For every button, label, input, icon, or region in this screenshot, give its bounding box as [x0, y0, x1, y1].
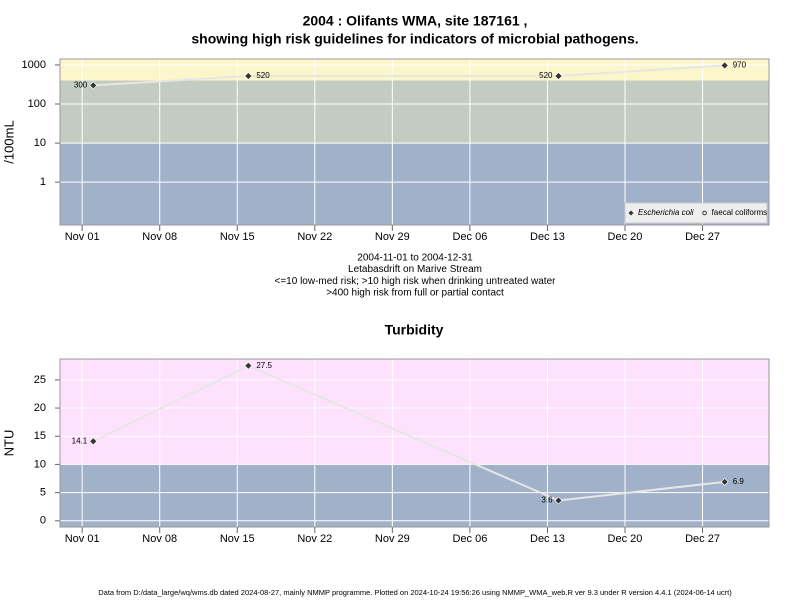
y-tick-label: 0	[40, 515, 46, 527]
x-tick-label: Dec 20	[608, 533, 643, 545]
x-tick-label: Dec 27	[685, 533, 720, 545]
legend: Escherichia coli faecal coliforms	[624, 202, 768, 224]
note: <=10 low-med risk; >10 high risk when dr…	[275, 276, 557, 287]
y-tick-label: 1000	[22, 59, 46, 71]
legend-label: faecal coliforms	[712, 208, 768, 217]
y-tick-label: 100	[28, 98, 46, 110]
chart-subtitle: showing high risk guidelines for indicat…	[191, 31, 638, 47]
series-line	[92, 364, 725, 502]
y-tick-label: 20	[34, 402, 46, 414]
plot-frame	[59, 58, 770, 226]
x-tick-label: Dec 06	[452, 533, 487, 545]
x-tick-label: Dec 13	[530, 533, 565, 545]
risk-band	[60, 464, 769, 527]
series-line	[93, 64, 725, 87]
x-tick-label: Dec 06	[452, 231, 487, 243]
chart-title: Turbidity	[385, 322, 444, 338]
note: >400 high risk from full or partial cont…	[326, 287, 504, 298]
x-tick-label: Dec 27	[685, 231, 720, 243]
legend-box	[624, 202, 768, 224]
x-tick-label: Nov 15	[220, 231, 255, 243]
y-axis-label: NTU	[1, 430, 16, 457]
data-point	[554, 496, 563, 505]
y-tick-label: 15	[34, 430, 46, 442]
value-label: 14.1	[72, 436, 88, 445]
chart-title: 2004 : Olifants WMA, site 187161 ,	[303, 13, 528, 29]
x-tick-label: Nov 22	[297, 231, 332, 243]
x-tick-label: Nov 29	[375, 231, 410, 243]
data-point	[554, 72, 563, 80]
data-point	[89, 81, 98, 90]
value-label: 520	[256, 71, 270, 80]
y-tick-label: 10	[34, 137, 46, 149]
data-point	[720, 477, 729, 486]
risk-band	[60, 359, 769, 465]
value-label: 3.6	[541, 496, 553, 505]
value-label: 520	[539, 71, 553, 80]
legend-marker	[702, 210, 707, 216]
value-label: 970	[733, 61, 747, 70]
x-tick-label: Nov 29	[375, 533, 410, 545]
plot-frame	[59, 358, 770, 528]
value-label: 300	[74, 80, 88, 89]
x-tick-label: Dec 20	[608, 231, 643, 243]
y-tick-label: 25	[34, 374, 46, 386]
x-tick-label: Nov 08	[142, 533, 177, 545]
y-tick-label: 10	[34, 458, 46, 470]
y-tick-label: 1	[40, 176, 46, 188]
data-point	[89, 437, 98, 446]
x-tick-label: Dec 13	[530, 231, 565, 243]
legend-marker	[628, 210, 634, 216]
risk-band	[60, 80, 769, 144]
value-label: 27.5	[256, 361, 272, 370]
value-label: 6.9	[733, 477, 745, 486]
x-tick-label: Nov 01	[65, 533, 100, 545]
y-axis-label: /100mL	[1, 120, 16, 163]
data-point	[720, 61, 729, 70]
note: 2004-11-01 to 2004-12-31	[357, 253, 473, 264]
x-tick-label: Nov 01	[65, 231, 100, 243]
note: Letabasdrift on Marive Stream	[348, 264, 482, 275]
data-point	[244, 361, 253, 370]
x-tick-label: Nov 08	[142, 231, 177, 243]
x-tick-label: Nov 15	[220, 533, 255, 545]
x-tick-label: Nov 22	[297, 533, 332, 545]
data-point	[244, 72, 253, 80]
footer: Data from D:/data_large/wq/wms.db dated …	[98, 588, 732, 597]
y-tick-label: 5	[40, 487, 46, 499]
legend-label: Escherichia coli	[638, 208, 694, 217]
